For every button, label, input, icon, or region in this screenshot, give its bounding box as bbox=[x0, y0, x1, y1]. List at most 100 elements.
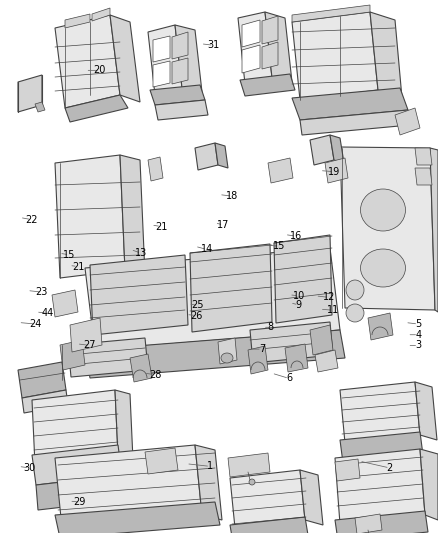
Text: 30: 30 bbox=[24, 463, 36, 473]
Ellipse shape bbox=[360, 189, 406, 231]
Polygon shape bbox=[330, 135, 344, 163]
Polygon shape bbox=[85, 330, 345, 378]
Text: 12: 12 bbox=[323, 293, 336, 302]
Polygon shape bbox=[148, 25, 182, 95]
Text: 26: 26 bbox=[190, 311, 202, 320]
Text: 21: 21 bbox=[155, 222, 167, 231]
Text: 18: 18 bbox=[226, 191, 238, 201]
Text: 4: 4 bbox=[415, 330, 421, 340]
Polygon shape bbox=[148, 157, 163, 181]
Polygon shape bbox=[172, 32, 188, 59]
Polygon shape bbox=[262, 42, 278, 69]
Polygon shape bbox=[52, 290, 78, 317]
Polygon shape bbox=[355, 514, 382, 533]
Polygon shape bbox=[153, 36, 170, 62]
Polygon shape bbox=[172, 58, 188, 84]
Polygon shape bbox=[415, 148, 432, 165]
Polygon shape bbox=[300, 110, 410, 135]
Text: 10: 10 bbox=[293, 291, 305, 301]
Ellipse shape bbox=[221, 353, 233, 363]
Polygon shape bbox=[242, 20, 260, 47]
Polygon shape bbox=[145, 448, 178, 474]
Polygon shape bbox=[335, 459, 360, 481]
Polygon shape bbox=[55, 155, 125, 278]
Text: 19: 19 bbox=[328, 167, 340, 176]
Text: 24: 24 bbox=[30, 319, 42, 329]
Polygon shape bbox=[335, 449, 425, 524]
Text: 27: 27 bbox=[84, 341, 96, 350]
Polygon shape bbox=[340, 432, 423, 463]
Polygon shape bbox=[250, 322, 333, 363]
Polygon shape bbox=[292, 5, 370, 22]
Polygon shape bbox=[268, 158, 293, 183]
Polygon shape bbox=[55, 445, 202, 528]
Polygon shape bbox=[300, 470, 323, 525]
Text: 6: 6 bbox=[286, 374, 292, 383]
Polygon shape bbox=[274, 235, 332, 323]
Ellipse shape bbox=[360, 249, 406, 287]
Polygon shape bbox=[130, 354, 152, 382]
Polygon shape bbox=[242, 45, 260, 73]
Polygon shape bbox=[420, 449, 438, 520]
Polygon shape bbox=[292, 88, 408, 120]
Text: 15: 15 bbox=[273, 241, 286, 251]
Polygon shape bbox=[310, 135, 334, 165]
Text: 13: 13 bbox=[135, 248, 147, 258]
Polygon shape bbox=[315, 350, 338, 372]
Polygon shape bbox=[265, 12, 292, 82]
Polygon shape bbox=[238, 12, 272, 84]
Polygon shape bbox=[218, 338, 237, 364]
Polygon shape bbox=[285, 344, 308, 372]
Polygon shape bbox=[18, 362, 66, 398]
Polygon shape bbox=[195, 445, 222, 520]
Text: 16: 16 bbox=[290, 231, 302, 241]
Polygon shape bbox=[230, 517, 308, 533]
Polygon shape bbox=[335, 511, 428, 533]
Polygon shape bbox=[228, 453, 270, 477]
Polygon shape bbox=[55, 502, 220, 533]
Polygon shape bbox=[240, 74, 295, 96]
Text: 15: 15 bbox=[63, 250, 75, 260]
Text: 20: 20 bbox=[94, 66, 106, 75]
Polygon shape bbox=[18, 75, 42, 112]
Text: 25: 25 bbox=[192, 301, 204, 310]
Polygon shape bbox=[32, 445, 122, 485]
Polygon shape bbox=[35, 102, 45, 112]
Polygon shape bbox=[370, 12, 402, 98]
Ellipse shape bbox=[249, 479, 255, 485]
Polygon shape bbox=[215, 143, 228, 168]
Text: 31: 31 bbox=[208, 41, 220, 50]
Polygon shape bbox=[195, 143, 218, 170]
Polygon shape bbox=[340, 147, 435, 310]
Polygon shape bbox=[175, 25, 202, 92]
Text: 17: 17 bbox=[217, 220, 230, 230]
Polygon shape bbox=[115, 390, 133, 460]
Polygon shape bbox=[68, 338, 148, 377]
Polygon shape bbox=[325, 158, 348, 183]
Polygon shape bbox=[120, 155, 145, 275]
Text: 11: 11 bbox=[327, 305, 339, 315]
Text: 21: 21 bbox=[72, 262, 84, 271]
Text: 29: 29 bbox=[74, 497, 86, 507]
Polygon shape bbox=[368, 313, 393, 340]
Polygon shape bbox=[22, 390, 68, 413]
Polygon shape bbox=[415, 382, 437, 440]
Polygon shape bbox=[230, 470, 305, 528]
Polygon shape bbox=[153, 61, 170, 87]
Text: 5: 5 bbox=[415, 319, 421, 329]
Polygon shape bbox=[70, 318, 102, 352]
Polygon shape bbox=[310, 325, 333, 355]
Text: 3: 3 bbox=[415, 341, 421, 350]
Polygon shape bbox=[90, 255, 188, 335]
Polygon shape bbox=[32, 390, 118, 465]
Polygon shape bbox=[248, 346, 268, 374]
Text: 44: 44 bbox=[41, 309, 53, 318]
Polygon shape bbox=[415, 168, 432, 185]
Text: 23: 23 bbox=[35, 287, 48, 297]
Polygon shape bbox=[150, 85, 205, 105]
Polygon shape bbox=[65, 14, 90, 28]
Text: 2: 2 bbox=[387, 463, 393, 473]
Polygon shape bbox=[36, 475, 124, 510]
Text: 22: 22 bbox=[25, 215, 38, 224]
Polygon shape bbox=[190, 244, 272, 332]
